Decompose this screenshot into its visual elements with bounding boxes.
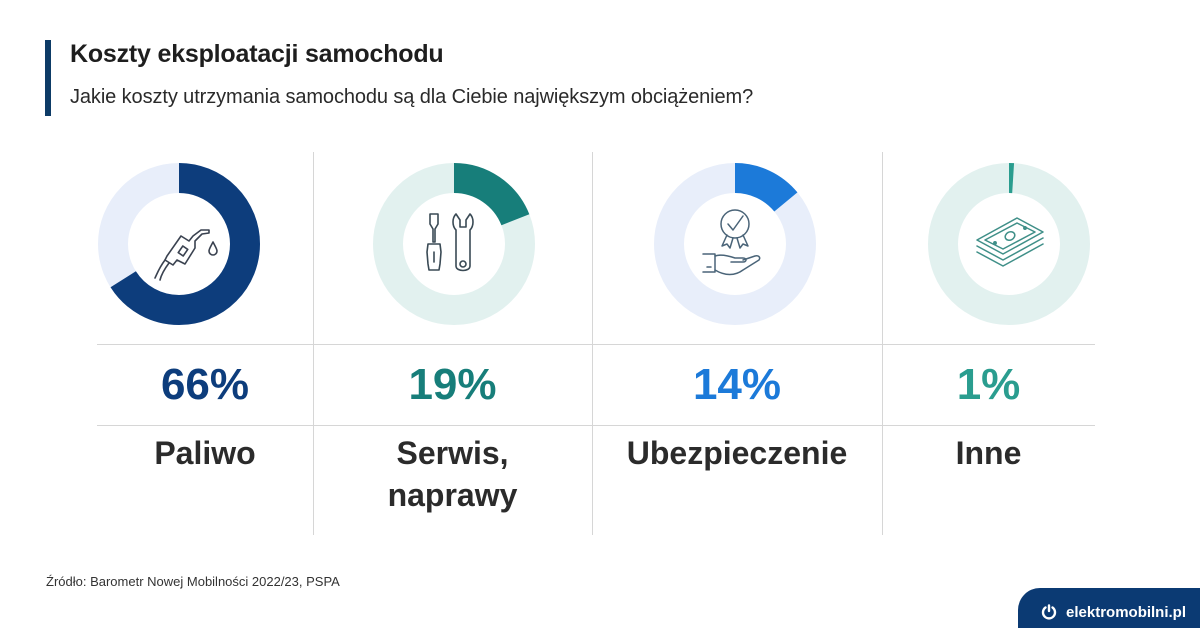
stat-column-other: 1% Inne <box>882 152 1095 535</box>
title-accent-bar <box>45 40 51 116</box>
donut-chart-insurance <box>653 162 817 326</box>
stat-label: Ubezpieczenie <box>626 435 848 471</box>
stat-label-line-2: naprawy <box>387 477 518 513</box>
stat-value: 1% <box>956 360 1021 409</box>
donut-chart-other <box>927 162 1091 326</box>
brand-badge[interactable]: elektromobilni.pl <box>1018 588 1200 628</box>
donut-chart-fuel <box>97 162 261 326</box>
stat-label: Paliwo <box>154 435 256 471</box>
divider-vertical-3 <box>882 152 883 535</box>
page-title: Koszty eksploatacji samochodu <box>70 40 444 68</box>
money-stack-icon <box>959 194 1059 294</box>
source-note: Źródło: Barometr Nowej Mobilności 2022/2… <box>46 574 340 589</box>
donut-chart-service <box>372 162 536 326</box>
fuel-nozzle-icon <box>129 194 229 294</box>
stat-column-service: 19% Serwis, naprawy <box>313 152 592 535</box>
stat-value: 66% <box>160 360 250 409</box>
stat-label-line-1: Serwis, <box>396 435 509 471</box>
divider-vertical-1 <box>313 152 314 535</box>
divider-vertical-2 <box>592 152 593 535</box>
insurance-hand-icon <box>685 194 785 294</box>
stats-grid: 66% Paliwo 19% Serwis, naprawy <box>97 152 1095 535</box>
stat-label: Inne <box>955 435 1022 471</box>
divider-horizontal-bottom <box>97 425 1095 426</box>
page-subtitle: Jakie koszty utrzymania samochodu są dla… <box>70 86 754 108</box>
divider-horizontal-top <box>97 344 1095 345</box>
stat-column-fuel: 66% Paliwo <box>97 152 313 535</box>
power-logo-icon <box>1041 604 1057 620</box>
stat-label: Serwis, naprawy <box>313 432 592 516</box>
stat-column-insurance: 14% Ubezpieczenie <box>592 152 882 535</box>
brand-name: elektromobilni.pl <box>1066 603 1187 621</box>
stat-value: 14% <box>692 360 782 409</box>
tools-icon <box>404 194 504 294</box>
stat-value: 19% <box>408 360 497 409</box>
